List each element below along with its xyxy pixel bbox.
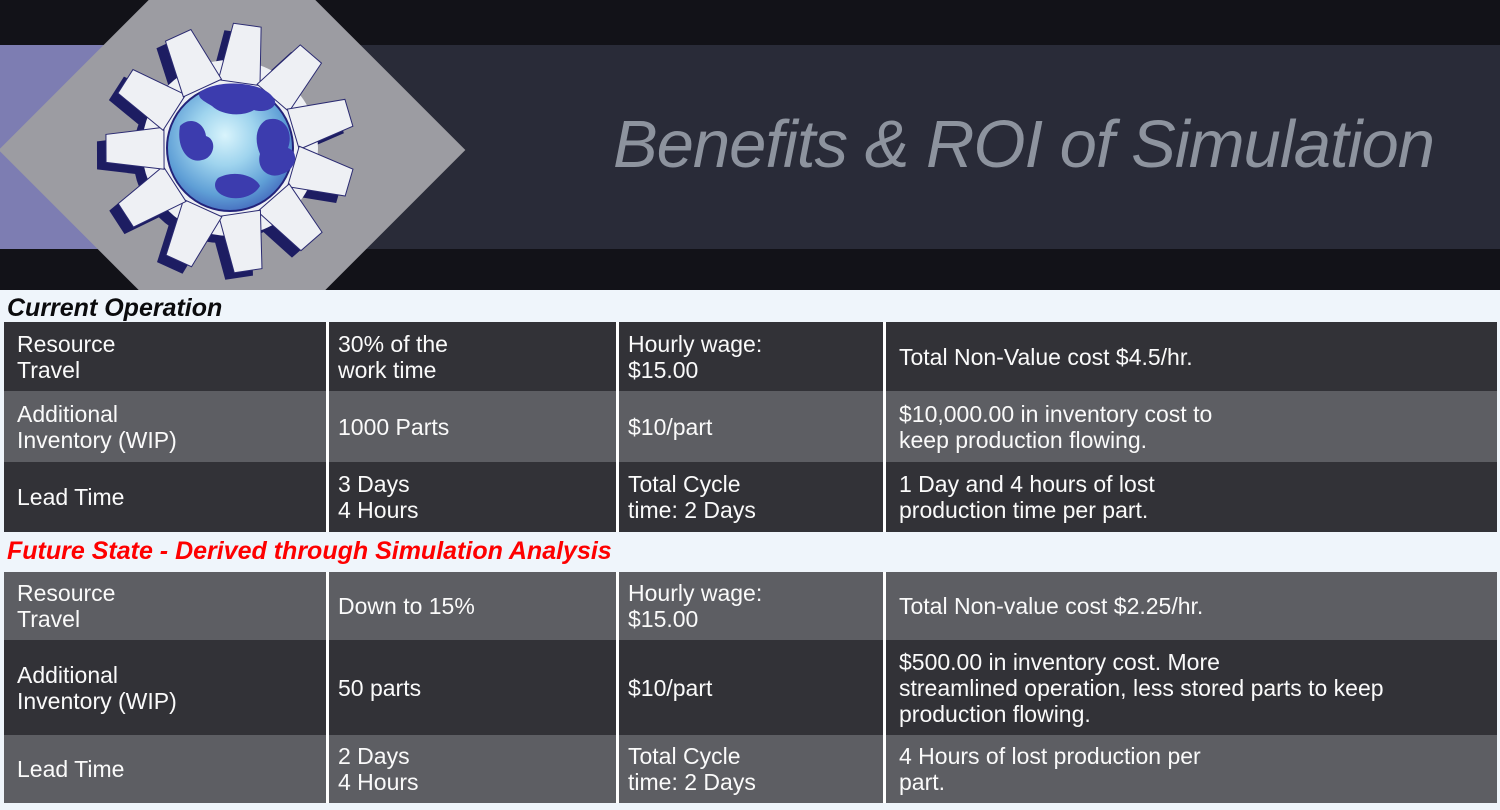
table-cell: 4 Hours of lost production per part.	[886, 735, 1497, 803]
table-cell: Total Cycle time: 2 Days	[619, 462, 883, 532]
table-cell: Lead Time	[4, 735, 326, 803]
data-table-1: Resource Travel Down to 15% Hourly wage: $15…	[4, 572, 1497, 803]
table-cell: 1 Day and 4 hours of lost production time…	[886, 462, 1497, 532]
table-cell: Resource Travel	[4, 572, 326, 640]
table-cell: $500.00 in inventory cost. More streamlin…	[886, 640, 1497, 735]
table-cell: Down to 15%	[329, 572, 616, 640]
table-cell: 1000 Parts	[329, 391, 616, 462]
table-cell: Resource Travel	[4, 322, 326, 391]
table-cell: Total Non-value cost $2.25/hr.	[886, 572, 1497, 640]
table-cell: Lead Time	[4, 462, 326, 532]
table-row: Resource Travel Down to 15% Hourly wage: $15…	[4, 572, 1497, 640]
header-banner: Benefits & ROI of Simulation	[0, 0, 1500, 290]
table-cell: Hourly wage: $15.00	[619, 322, 883, 391]
page-title: Benefits & ROI of Simulation	[612, 107, 1435, 182]
section-heading-1: Future State - Derived through Simulatio…	[7, 537, 612, 565]
table-cell: 30% of the work time	[329, 322, 616, 391]
table-cell: 50 parts	[329, 640, 616, 735]
table-row: Additional Inventory (WIP) 1000 Parts $10/p…	[4, 391, 1497, 462]
table-cell: 3 Days 4 Hours	[329, 462, 616, 532]
table-row: Lead Time 2 Days 4 Hours Total Cycle time: 2…	[4, 735, 1497, 803]
table-cell: $10,000.00 in inventory cost to keep prod…	[886, 391, 1497, 462]
data-table-0: Resource Travel 30% of the work time Hourly …	[4, 322, 1497, 532]
table-row: Resource Travel 30% of the work time Hourly …	[4, 322, 1497, 391]
table-cell: $10/part	[619, 640, 883, 735]
table-cell: 2 Days 4 Hours	[329, 735, 616, 803]
slide-body: Current Operation Resource Travel 30% of th…	[0, 295, 1500, 803]
table-row: Lead Time 3 Days 4 Hours Total Cycle time: 2…	[4, 462, 1497, 532]
table-row: Additional Inventory (WIP) 50 parts $10/par…	[4, 640, 1497, 735]
table-cell: Additional Inventory (WIP)	[4, 640, 326, 735]
section-heading-0: Current Operation	[7, 294, 223, 322]
table-cell: Hourly wage: $15.00	[619, 572, 883, 640]
table-cell: $10/part	[619, 391, 883, 462]
globe-gear-logo-icon	[96, 21, 356, 281]
table-cell: Additional Inventory (WIP)	[4, 391, 326, 462]
table-cell: Total Non-Value cost $4.5/hr.	[886, 322, 1497, 391]
table-cell: Total Cycle time: 2 Days	[619, 735, 883, 803]
